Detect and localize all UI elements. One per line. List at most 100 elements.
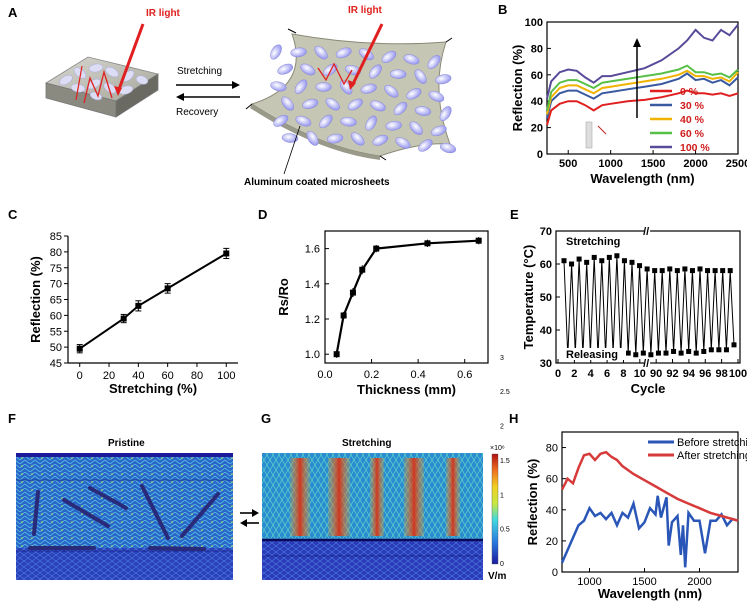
data-point: [424, 240, 431, 247]
axis-break-bottom: //: [643, 358, 649, 370]
series-line-30-pct: [546, 72, 739, 119]
legend-label: After stretching: [677, 450, 747, 462]
panel-label-g: G: [261, 411, 271, 426]
x-tick-label: 94: [683, 368, 696, 380]
stretching-label: Stretching: [177, 66, 222, 77]
y-tick-label: 1.6: [305, 244, 320, 256]
high-point: [712, 268, 718, 274]
plot-frame: [68, 236, 238, 363]
y-tick-label: 40: [531, 96, 543, 108]
panel-g: G Stretching ×10⁶ 0 0.5 1 1.5 2 2.5 3 V/m: [261, 355, 510, 582]
high-point: [561, 258, 567, 264]
panel-f: F Pristine: [8, 411, 259, 580]
y-tick-label: 30: [540, 358, 552, 370]
after-stretching-line: [560, 450, 739, 522]
microsheet-3: [335, 47, 352, 59]
microsheet-9: [300, 63, 316, 76]
series-line-0-pct: [546, 89, 739, 126]
microsheet-25: [302, 98, 319, 110]
microsheet-31: [439, 106, 452, 122]
low-point: [693, 350, 699, 356]
microsheet-17: [294, 79, 308, 94]
axis-break-bottom-mask: [644, 359, 651, 367]
x-tick-label: 6: [604, 368, 610, 380]
low-point: [640, 350, 646, 356]
microsheet-15: [435, 74, 452, 85]
high-point: [599, 258, 605, 264]
x-tick-label: 0: [555, 368, 561, 380]
ir-beam-left: [116, 23, 145, 93]
y-tick-label: 20: [546, 536, 558, 548]
legend-label: 30 %: [680, 100, 705, 112]
microsheet-45: [395, 137, 411, 149]
x-axis-label: Wavelength (nm): [590, 171, 694, 186]
stretched-film: [250, 33, 457, 160]
microsheet-1: [290, 47, 307, 58]
microsheet-39: [430, 125, 447, 137]
x-tick-label: 10: [634, 368, 646, 380]
panel-e: E 0 2 4 6 8 10 90 92 94 96 98 100 30 40 50 60 70 // // Stre…: [510, 207, 747, 396]
microsheet-10: [323, 63, 338, 77]
microsheet-5: [381, 50, 397, 64]
high-point: [591, 254, 597, 260]
high-point: [667, 266, 673, 272]
x-tick-label: 20: [103, 370, 115, 382]
y-tick-label: 1.4: [305, 279, 320, 291]
panel-c: C 0 20 40 60 80 100 45 50 55 60 65 70 75 80 85 Stretchi…: [8, 207, 238, 396]
recovery-arrowhead: [176, 93, 184, 101]
y-axis-label: Temperature (°C): [521, 245, 536, 350]
panel-label-c: C: [8, 207, 18, 222]
f-to-g-arrowhead: [252, 509, 259, 517]
x-tick-label: 2000: [683, 158, 707, 170]
ir-beam-right: [350, 23, 384, 87]
y-tick-label: 0: [552, 567, 558, 579]
x-tick-label: 90: [650, 368, 662, 380]
low-point: [701, 348, 707, 354]
y-tick-label: 40: [546, 505, 558, 517]
x-tick-label: 500: [559, 158, 577, 170]
y-tick-label: 0: [537, 149, 543, 161]
colorbar-exponent: ×10⁶: [490, 445, 505, 452]
microsheet-27: [347, 98, 363, 111]
microsheet-34: [319, 114, 333, 129]
y-tick-label: 40: [540, 325, 552, 337]
x-axis-label: Stretching (%): [109, 381, 197, 396]
chart-c: 0 20 40 60 80 100 45 50 55 60 65 70 75 80 85 Stretching…: [28, 231, 238, 396]
x-tick-label: 92: [666, 368, 678, 380]
microsheet-42: [326, 133, 344, 144]
microsheet-37: [385, 120, 402, 131]
microsheet-38: [409, 121, 423, 135]
y-tick-label: 60: [546, 474, 558, 486]
microsheet-21: [384, 84, 399, 98]
microsheet-20: [360, 83, 377, 94]
colorbar-ticks: 0 0.5 1 1.5 2 2.5 3: [500, 355, 510, 568]
low-point: [625, 350, 631, 356]
microsheet-13: [389, 69, 407, 79]
panel-label-e: E: [510, 207, 519, 222]
stretching-arrowhead: [232, 81, 240, 89]
microsheet-44: [372, 134, 389, 146]
y-tick-label: 80: [531, 43, 543, 55]
y-tick-label: 50: [50, 342, 62, 354]
stretched-field-map: [262, 453, 483, 580]
high-point: [621, 258, 627, 264]
y-axis-label: Reflection (%): [525, 459, 540, 546]
y-axis-label: Reflection (%): [510, 45, 525, 132]
y-axis-label: Reflection (%): [28, 256, 43, 343]
legend-label: 40 %: [680, 114, 705, 126]
panel-d: D 0.0 0.2 0.4 0.6 1.0 1.2 1.4 1.6 Thickness (mm)…: [258, 207, 489, 397]
low-point: [723, 347, 729, 353]
stretching-title: Stretching: [342, 438, 391, 449]
microsheet-46: [418, 139, 433, 152]
axis-break-top-mask: [644, 227, 651, 235]
high-point: [584, 259, 590, 265]
data-point: [373, 245, 380, 252]
high-point: [697, 266, 703, 272]
x-axis-label: Thickness (mm): [357, 382, 456, 397]
microsheet-14: [414, 69, 427, 84]
data-point: [340, 312, 347, 319]
y-tick-label: 45: [50, 358, 62, 370]
microsheet-28: [370, 100, 386, 112]
microsheet-2: [314, 45, 328, 60]
